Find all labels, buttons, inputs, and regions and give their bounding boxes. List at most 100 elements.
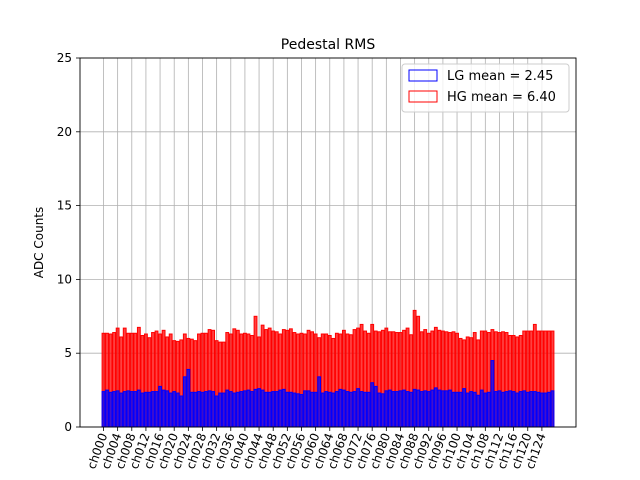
bar [147,391,152,428]
bar [136,389,141,428]
bar [303,390,307,428]
y-tick-label: 10 [57,272,72,286]
bar [458,391,463,428]
bar [225,389,230,428]
bar [281,388,286,428]
bar [246,389,251,428]
legend-swatch-lg [408,69,438,82]
bar [285,391,290,428]
bar [472,391,477,428]
bars [101,309,555,428]
legend-label-hg: HG mean = 6.40 [447,90,556,105]
bar [547,391,551,428]
bar [518,391,523,428]
legend-label-lg: LG mean = 2.45 [447,69,553,84]
bar [243,390,247,428]
bar [550,390,555,428]
bar [384,390,389,428]
bar [324,391,329,428]
bar [465,392,470,428]
bar [278,389,283,428]
bar [154,391,159,428]
bar [529,391,534,428]
bar [292,392,297,428]
bar [232,392,237,428]
bar [532,391,537,428]
bar [274,391,279,428]
y-axis-ticks: 0 5 10 15 20 25 [57,51,80,434]
bar [235,391,240,428]
bar [334,391,339,428]
bar [122,391,127,428]
bar [345,391,350,428]
bar [179,395,184,428]
bar [310,391,315,428]
bar [320,392,325,428]
bar [501,391,505,428]
bar [221,392,226,428]
bar [377,392,382,428]
bar [200,391,205,428]
bar [260,389,265,428]
plot-frame [79,57,577,428]
bar [522,390,527,428]
bar [317,376,322,428]
bar [448,389,452,428]
bar [119,392,124,428]
bar [151,391,155,428]
bar [370,382,375,428]
bar [511,391,516,428]
bar [444,390,449,428]
bar [267,391,272,428]
bar [497,390,502,428]
bar [144,391,148,428]
bar [366,391,371,428]
bar [341,389,346,428]
bar [175,392,180,428]
bar [264,391,269,428]
bar [101,391,106,428]
bar [189,391,194,428]
bar [306,390,311,428]
bar [433,387,438,428]
bar [356,388,360,428]
bar [515,392,520,428]
bar [257,388,261,428]
bar [440,390,445,428]
bar [462,388,467,428]
bar [228,391,233,428]
bar [140,392,145,428]
bar [543,392,548,428]
bar [419,391,424,428]
y-tick-label: 5 [64,346,72,360]
bar [405,391,410,428]
bar [296,393,300,428]
bar [214,395,219,428]
bar [391,391,396,428]
bar [161,389,166,428]
bar [483,392,488,428]
bar [430,389,435,428]
y-tick-label: 0 [64,420,72,434]
bar [525,391,530,428]
y-axis-label: ADC Counts [32,207,46,279]
bar [168,392,173,428]
bar [193,391,198,428]
bar [313,391,318,428]
bar [486,391,491,428]
bar [412,388,417,428]
bar [508,390,512,428]
chart-title: Pedestal RMS [281,37,376,53]
bar [352,391,357,428]
bar [349,391,353,428]
bar [423,390,428,428]
bar [426,391,431,428]
bar [395,391,399,428]
bar [476,394,481,428]
bar [129,391,134,428]
bar [373,385,378,428]
bar [207,390,212,428]
bar [158,385,162,428]
bar [197,391,201,428]
bar [218,392,223,428]
